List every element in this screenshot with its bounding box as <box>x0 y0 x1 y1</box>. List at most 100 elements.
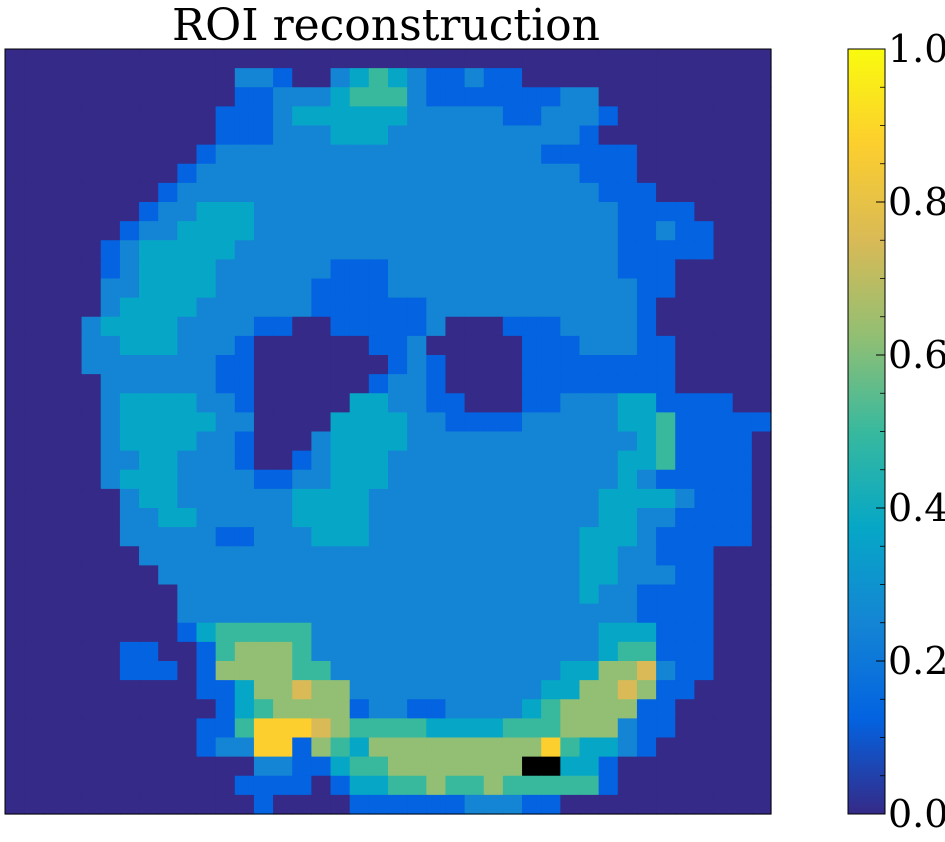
heatmap-cell <box>196 68 217 88</box>
heatmap-cell <box>617 240 638 260</box>
heatmap-cell <box>330 125 351 146</box>
heatmap-cell <box>522 144 542 165</box>
heatmap-cell <box>675 297 695 318</box>
heatmap-cell <box>234 393 255 413</box>
heatmap-cell <box>694 737 715 758</box>
heatmap-cell <box>24 412 44 433</box>
heatmap-cell <box>177 775 198 796</box>
heatmap-cell <box>81 527 102 547</box>
heatmap-cell <box>656 182 676 203</box>
heatmap-cell <box>636 431 657 452</box>
heatmap-cell <box>234 603 255 624</box>
heatmap-cell <box>158 278 178 299</box>
heatmap-cell <box>119 278 140 299</box>
heatmap-cell <box>598 680 619 700</box>
heatmap-cell <box>253 49 274 69</box>
heatmap-cell <box>81 297 102 318</box>
heatmap-cell <box>330 240 351 260</box>
heatmap-cell <box>177 278 198 299</box>
heatmap-cell <box>177 488 198 509</box>
heatmap-cell <box>81 68 102 88</box>
heatmap-cell <box>81 259 102 280</box>
heatmap-cell <box>694 182 715 203</box>
heatmap-cell <box>177 584 198 605</box>
heatmap-cell <box>177 680 198 700</box>
heatmap-cell <box>234 240 255 260</box>
heatmap-cell <box>311 622 332 643</box>
heatmap-cell <box>598 450 619 471</box>
heatmap-cell <box>100 546 121 566</box>
heatmap-cell <box>349 603 370 624</box>
heatmap-cell <box>483 450 504 471</box>
heatmap-cell <box>311 87 332 107</box>
heatmap-cell <box>732 393 753 413</box>
heatmap-cell <box>43 699 64 719</box>
heatmap-cell <box>273 775 293 796</box>
heatmap-cell <box>330 641 351 662</box>
heatmap-cell <box>598 527 619 547</box>
heatmap-cell <box>579 355 600 375</box>
heatmap-cell <box>292 259 312 280</box>
heatmap-cell <box>732 508 753 528</box>
heatmap-cell <box>483 546 504 566</box>
heatmap-cell <box>119 680 140 700</box>
heatmap-cell <box>445 87 466 107</box>
heatmap-cell <box>234 202 255 222</box>
heatmap-cell <box>598 661 619 681</box>
heatmap-cell <box>751 756 772 777</box>
heatmap-cell <box>445 144 466 165</box>
heatmap-cell <box>330 297 351 318</box>
heatmap-cell <box>311 355 332 375</box>
heatmap-cell <box>636 393 657 413</box>
heatmap-cell <box>617 87 638 107</box>
heatmap-cell <box>81 641 102 662</box>
heatmap-cell <box>636 584 657 605</box>
heatmap-cell <box>560 374 581 394</box>
heatmap-cell <box>694 527 715 547</box>
heatmap-cell <box>522 221 542 241</box>
heatmap-cell <box>464 374 485 394</box>
heatmap-cell <box>234 680 255 700</box>
heatmap-cell <box>5 240 25 260</box>
heatmap-cell <box>311 641 332 662</box>
heatmap-cell <box>196 393 217 413</box>
heatmap-cell <box>522 680 542 700</box>
heatmap-cell <box>464 718 485 739</box>
heatmap-cell <box>177 221 198 241</box>
heatmap-cell <box>445 565 466 586</box>
heatmap-cell <box>445 508 466 528</box>
heatmap-cell <box>675 87 695 107</box>
heatmap-cell <box>368 68 389 88</box>
heatmap-cell <box>483 603 504 624</box>
heatmap-cell <box>24 661 44 681</box>
heatmap-cell <box>5 412 25 433</box>
heatmap-cell <box>81 355 102 375</box>
heatmap-cell <box>196 202 217 222</box>
heatmap-cell <box>158 794 178 815</box>
heatmap-cell <box>483 622 504 643</box>
heatmap-cell <box>139 259 159 280</box>
heatmap-cell <box>675 355 695 375</box>
heatmap-cell <box>158 431 178 452</box>
heatmap-cell <box>349 87 370 107</box>
heatmap-cell <box>311 775 332 796</box>
heatmap-cell <box>732 661 753 681</box>
heatmap-cell <box>732 240 753 260</box>
heatmap-cell <box>464 488 485 509</box>
heatmap-cell <box>713 335 734 356</box>
heatmap-cell <box>579 316 600 337</box>
heatmap-cell <box>617 699 638 719</box>
heatmap-cell <box>502 68 523 88</box>
heatmap-cell <box>522 106 542 127</box>
heatmap-cell <box>81 699 102 719</box>
heatmap-cell <box>119 527 140 547</box>
heatmap-cell <box>388 49 408 69</box>
heatmap-cell <box>100 68 121 88</box>
heatmap-cell <box>177 431 198 452</box>
heatmap-cell <box>215 393 236 413</box>
heatmap-cell <box>119 106 140 127</box>
heatmap-cell <box>636 182 657 203</box>
heatmap-cell <box>196 335 217 356</box>
heatmap-cell <box>732 355 753 375</box>
heatmap-cell <box>196 297 217 318</box>
